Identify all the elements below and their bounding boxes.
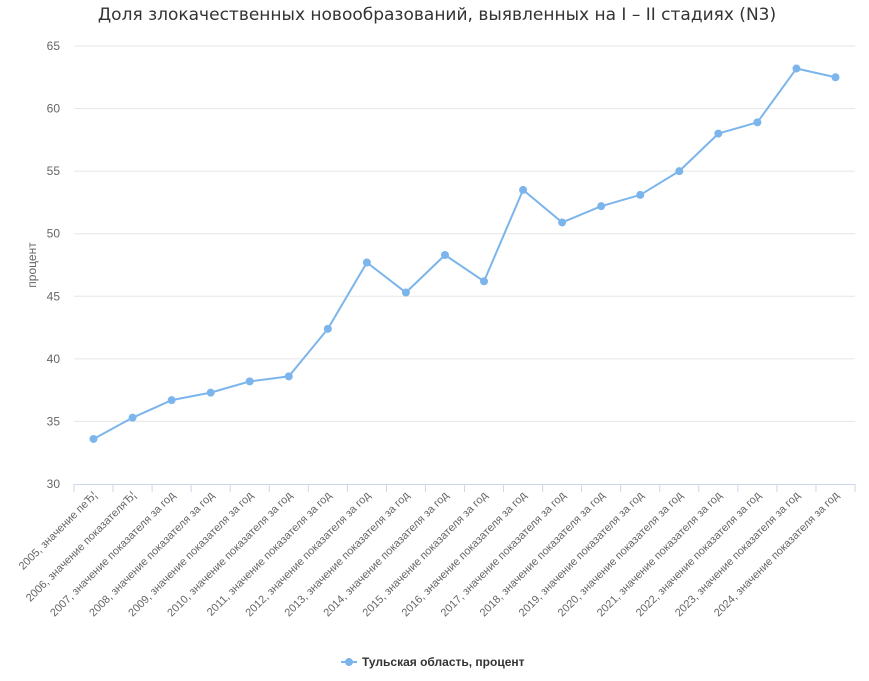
y-tick-label: 45 — [47, 289, 61, 303]
data-point[interactable] — [245, 377, 254, 386]
data-point[interactable] — [597, 202, 606, 211]
gridlines — [74, 45, 855, 422]
data-point[interactable] — [284, 372, 293, 381]
legend[interactable]: Тульская область, процент — [341, 655, 525, 669]
data-point[interactable] — [831, 73, 840, 82]
data-point[interactable] — [206, 388, 215, 397]
data-point[interactable] — [89, 434, 98, 443]
data-point[interactable] — [323, 324, 332, 333]
data-point[interactable] — [167, 396, 176, 405]
data-point[interactable] — [519, 185, 528, 194]
y-tick-label: 55 — [47, 164, 61, 178]
data-point[interactable] — [792, 64, 801, 73]
y-axis-label: процент — [25, 242, 39, 288]
data-point[interactable] — [401, 288, 410, 297]
legend-label: Тульская область, процент — [362, 655, 525, 669]
data-point[interactable] — [753, 118, 762, 127]
x-axis-ticks: 2005, значение пеЂ¦2006, значение показа… — [17, 489, 842, 619]
data-point[interactable] — [128, 413, 137, 422]
data-point[interactable] — [636, 190, 645, 199]
chart-title: Доля злокачественных новообразований, вы… — [98, 5, 776, 25]
data-point[interactable] — [362, 258, 371, 267]
x-axis — [73, 484, 856, 492]
y-axis-ticks: 30 35 40 45 50 55 60 65 — [47, 39, 61, 491]
y-tick-label: 60 — [47, 102, 61, 116]
y-tick-label: 65 — [47, 39, 61, 53]
y-tick-label: 30 — [47, 477, 61, 491]
data-point[interactable] — [440, 250, 449, 259]
data-point[interactable] — [714, 129, 723, 138]
series-line — [93, 67, 836, 440]
y-tick-label: 35 — [47, 414, 61, 428]
legend-marker — [345, 658, 353, 666]
data-point[interactable] — [480, 277, 489, 286]
data-point[interactable] — [675, 167, 684, 176]
y-tick-label: 50 — [47, 227, 61, 241]
x-tick-label: 2005, значение пеЂ¦ — [17, 490, 100, 573]
series-group — [89, 64, 840, 443]
y-tick-label: 40 — [47, 352, 61, 366]
data-point[interactable] — [558, 218, 567, 227]
